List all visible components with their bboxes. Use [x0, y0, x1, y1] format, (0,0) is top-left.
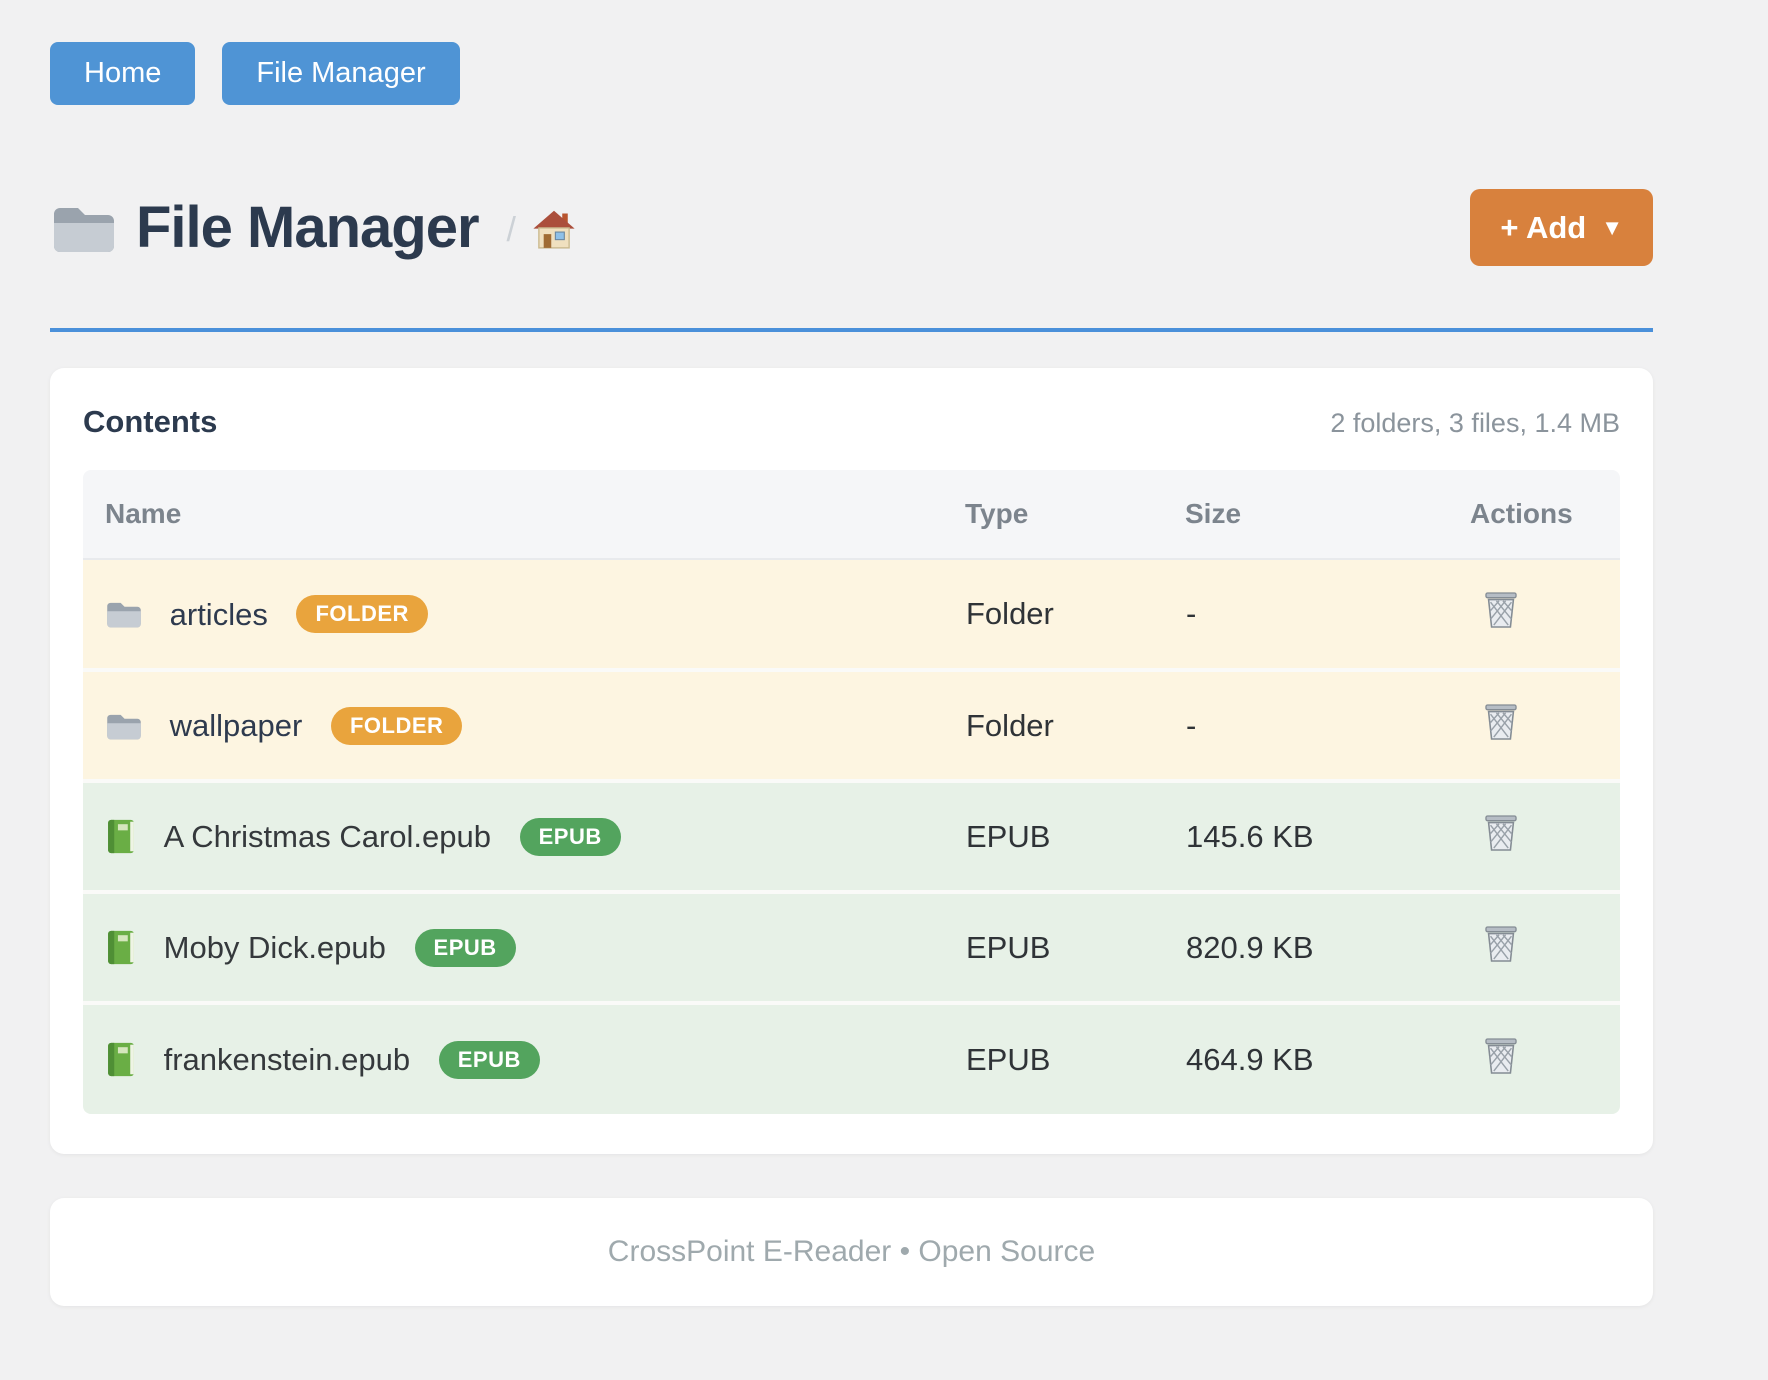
file-size: 464.9 KB	[1185, 1001, 1470, 1114]
trash-icon[interactable]	[1484, 813, 1518, 853]
book-icon	[105, 929, 137, 966]
table-header-row: Name Type Size Actions	[83, 470, 1620, 560]
file-name[interactable]: frankenstein.epub	[163, 1041, 411, 1077]
file-size: -	[1185, 668, 1470, 781]
book-icon	[105, 818, 137, 855]
contents-heading: Contents	[83, 404, 218, 439]
column-header-type: Type	[965, 470, 1185, 560]
folder-icon	[50, 199, 118, 257]
folder-icon	[105, 709, 143, 743]
trash-icon[interactable]	[1484, 1036, 1518, 1076]
footer-text: CrossPoint E-Reader • Open Source	[607, 1235, 1096, 1268]
trash-icon[interactable]	[1484, 590, 1518, 630]
file-type: Folder	[966, 596, 1054, 631]
file-name[interactable]: articles	[169, 596, 268, 632]
contents-summary: 2 folders, 3 files, 1.4 MB	[1330, 408, 1620, 438]
table-row: articles FOLDER Folder -	[83, 559, 1620, 670]
column-header-size: Size	[1185, 470, 1470, 560]
file-badge: FOLDER	[296, 595, 428, 634]
file-type: Folder	[965, 668, 1185, 781]
file-type: EPUB	[965, 1001, 1185, 1114]
file-type: EPUB	[965, 890, 1185, 1003]
book-icon	[105, 1041, 137, 1078]
nav-file-manager-button[interactable]: File Manager	[222, 42, 460, 105]
breadcrumb-separator: /	[506, 211, 516, 249]
column-header-actions: Actions	[1470, 470, 1620, 560]
footer: CrossPoint E-Reader • Open Source	[50, 1198, 1653, 1306]
column-header-name: Name	[83, 470, 965, 560]
file-name[interactable]: A Christmas Carol.epub	[163, 818, 491, 854]
table-row: Moby Dick.epub EPUB EPUB 820.9 KB	[83, 890, 1620, 1003]
contents-table: Name Type Size Actions	[83, 470, 1620, 1114]
file-badge: EPUB	[414, 928, 516, 967]
add-button[interactable]: + Add ▼	[1470, 189, 1653, 266]
chevron-down-icon: ▼	[1601, 214, 1623, 240]
file-badge: FOLDER	[330, 706, 463, 745]
contents-card: Contents 2 folders, 3 files, 1.4 MB Name…	[50, 368, 1653, 1154]
accent-divider	[50, 328, 1653, 332]
folder-icon	[105, 597, 143, 631]
nav-home-button[interactable]: Home	[50, 42, 196, 105]
table-row: A Christmas Carol.epub EPUB EPUB 145.6 K…	[83, 779, 1620, 892]
trash-icon[interactable]	[1484, 924, 1518, 964]
title-row: File Manager / + Add ▼	[50, 189, 1653, 266]
file-size: 145.6 KB	[1185, 779, 1470, 892]
top-navigation: Home File Manager	[50, 42, 1653, 105]
file-badge: EPUB	[519, 817, 621, 856]
file-badge: EPUB	[438, 1040, 540, 1079]
file-name[interactable]: Moby Dick.epub	[163, 929, 386, 965]
trash-icon[interactable]	[1484, 702, 1518, 742]
file-size: 820.9 KB	[1185, 890, 1470, 1003]
file-size: -	[1186, 596, 1197, 631]
page: Home File Manager File Manager /	[50, 42, 1653, 1306]
file-type: EPUB	[965, 779, 1185, 892]
table-row: wallpaper FOLDER Folder -	[83, 668, 1620, 781]
page-title: File Manager	[136, 195, 480, 260]
add-button-label: + Add	[1500, 210, 1587, 245]
home-icon[interactable]	[532, 209, 576, 251]
file-name[interactable]: wallpaper	[169, 707, 303, 743]
table-row: frankenstein.epub EPUB EPUB 464.9 KB	[83, 1001, 1620, 1114]
